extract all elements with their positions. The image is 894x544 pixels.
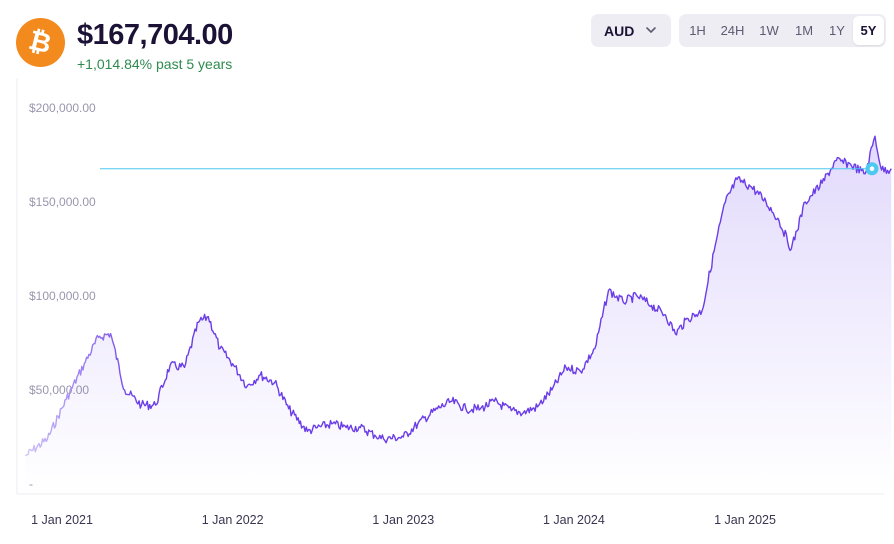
range-1w-button[interactable]: 1W (759, 23, 779, 38)
bitcoin-icon: ₿ (16, 18, 65, 67)
currency-label: AUD (604, 22, 635, 39)
price-series-line (25, 135, 892, 457)
x-tick-label: 1 Jan 2023 (372, 513, 434, 527)
range-24h-button[interactable]: 24H (720, 23, 745, 38)
currency-select[interactable]: AUD (591, 14, 671, 47)
price-area-fill (25, 136, 892, 494)
price-change: +1,014.84% past 5 years (77, 56, 233, 72)
y-tick-label: $150,000.00 (29, 195, 96, 209)
y-tick-label: $100,000.00 (29, 289, 96, 303)
x-tick-label: 1 Jan 2025 (714, 513, 776, 527)
x-tick-label: 1 Jan 2022 (202, 513, 264, 527)
chevron-down-icon (646, 27, 656, 33)
range-1m-button[interactable]: 1M (794, 23, 814, 38)
range-1y-button[interactable]: 1Y (829, 23, 845, 38)
range-5y-button[interactable]: 5Y (853, 16, 884, 45)
current-price-marker-center (869, 166, 875, 172)
y-tick-label: $200,000.00 (29, 101, 96, 115)
range-1h-button[interactable]: 1H (689, 23, 706, 38)
price-block: $167,704.00 +1,014.84% past 5 years (77, 18, 233, 72)
current-price: $167,704.00 (77, 19, 233, 51)
price-header: ₿ $167,704.00 +1,014.84% past 5 years (16, 18, 233, 72)
x-tick-label: 1 Jan 2024 (543, 513, 605, 527)
x-tick-label: 1 Jan 2021 (31, 513, 93, 527)
time-range-selector: 1H 24H 1W 1M 1Y 5Y (679, 14, 886, 47)
